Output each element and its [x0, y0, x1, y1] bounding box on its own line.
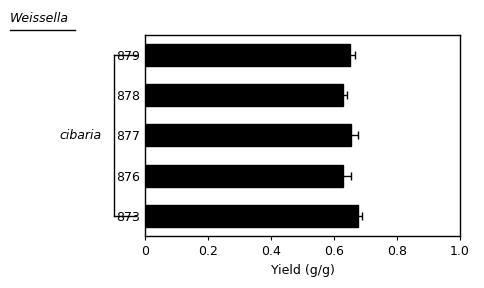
- Bar: [145, 84, 343, 106]
- X-axis label: Yield (g/g): Yield (g/g): [271, 264, 334, 277]
- Bar: [145, 124, 350, 146]
- Text: cibaria: cibaria: [59, 129, 101, 142]
- Text: Weissella: Weissella: [10, 12, 69, 24]
- Bar: [145, 44, 350, 66]
- Bar: [145, 164, 343, 187]
- Bar: [145, 205, 358, 227]
